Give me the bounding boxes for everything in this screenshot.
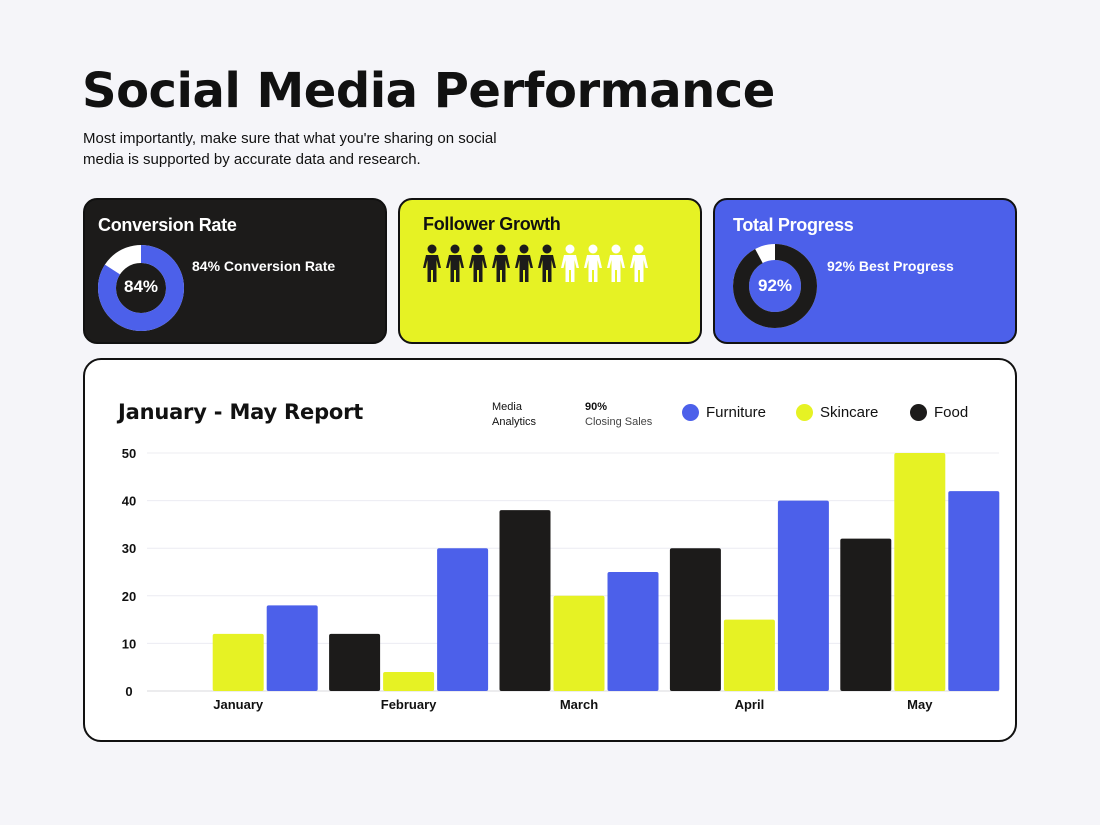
bar-skincare-january — [212, 633, 264, 691]
total-progress-title: Total Progress — [733, 215, 854, 235]
legend-skincare-dot — [796, 404, 813, 421]
bar-furniture-january — [266, 605, 318, 691]
progress-caption: 92% Best Progress — [827, 258, 954, 274]
page-title: Social Media Performance — [82, 63, 775, 119]
person-icon-empty — [584, 244, 602, 282]
bar-chart: 0 10 20 30 40 50 January February March April May — [122, 446, 1000, 712]
media-analytics-line2: Analytics — [492, 416, 537, 428]
x-tick-label: May — [907, 697, 933, 712]
legend-furniture: Furniture — [682, 404, 766, 421]
person-icon-filled — [492, 244, 510, 282]
conversion-donut-arc — [98, 245, 184, 331]
report-card: January - May Report Media Analytics 90%… — [83, 358, 1017, 742]
legend-skincare: Skincare — [796, 404, 878, 421]
bar-food-may — [840, 538, 892, 691]
page-subtitle: Most importantly, make sure that what yo… — [83, 130, 497, 168]
closing-sales-text: Closing Sales — [585, 416, 653, 428]
conversion-donut-value: 84% — [123, 277, 159, 296]
legend-furniture-dot — [682, 404, 699, 421]
x-tick-label: February — [381, 697, 437, 712]
progress-donut — [733, 244, 817, 328]
report-title: January - May Report — [118, 400, 364, 424]
bar-food-february — [329, 633, 381, 691]
person-icon-filled — [423, 244, 441, 282]
closing-sales-value: 90% — [585, 401, 608, 413]
person-icon-filled — [469, 244, 487, 282]
bar-food-april — [669, 548, 721, 691]
follower-growth-card: Follower Growth — [398, 198, 702, 344]
progress-donut-arc — [733, 244, 817, 328]
bar-skincare-may — [894, 453, 946, 691]
bar-skincare-march — [553, 595, 605, 691]
conversion-rate-card: Conversion Rate 84% 84% Conversion Rate — [83, 198, 387, 344]
y-tick-label: 40 — [122, 494, 136, 509]
y-tick-label: 50 — [122, 446, 136, 461]
person-icon-filled — [538, 244, 556, 282]
x-tick-label: April — [735, 697, 765, 712]
bar-food-march — [499, 510, 551, 691]
person-icon-empty — [607, 244, 625, 282]
closing-sales-label: 90% Closing Sales — [585, 400, 652, 430]
legend-food-label: Food — [934, 404, 969, 421]
person-icon-filled — [446, 244, 464, 282]
progress-donut-value: 92% — [757, 276, 793, 295]
legend-skincare-label: Skincare — [820, 404, 879, 421]
conversion-rate-title: Conversion Rate — [98, 215, 237, 235]
total-progress-card: Total Progress 92% 92% Best Progress — [713, 198, 1017, 344]
bar-skincare-april — [723, 619, 775, 691]
legend-food: Food — [910, 404, 968, 421]
bar-furniture-february — [437, 548, 489, 691]
x-tick-label: March — [560, 697, 598, 712]
bar-skincare-february — [383, 671, 435, 691]
y-tick-label: 10 — [122, 636, 136, 651]
legend-food-dot — [910, 404, 927, 421]
y-tick-label: 0 — [125, 684, 132, 699]
bar-furniture-may — [948, 491, 1000, 691]
y-tick-label: 30 — [122, 541, 136, 556]
bar-furniture-april — [777, 500, 829, 691]
y-tick-label: 20 — [122, 589, 136, 604]
media-analytics-line1: Media — [492, 401, 522, 413]
person-icon-filled — [515, 244, 533, 282]
conversion-caption: 84% Conversion Rate — [192, 258, 336, 274]
media-analytics-label: Media Analytics — [492, 400, 536, 430]
person-icon-empty — [630, 244, 648, 282]
follower-growth-title: Follower Growth — [423, 214, 561, 234]
bar-furniture-march — [607, 572, 659, 691]
person-icon-empty — [561, 244, 579, 282]
legend-furniture-label: Furniture — [706, 404, 767, 421]
x-tick-label: January — [213, 697, 264, 712]
conversion-donut — [98, 245, 184, 331]
follower-icons — [422, 244, 649, 284]
